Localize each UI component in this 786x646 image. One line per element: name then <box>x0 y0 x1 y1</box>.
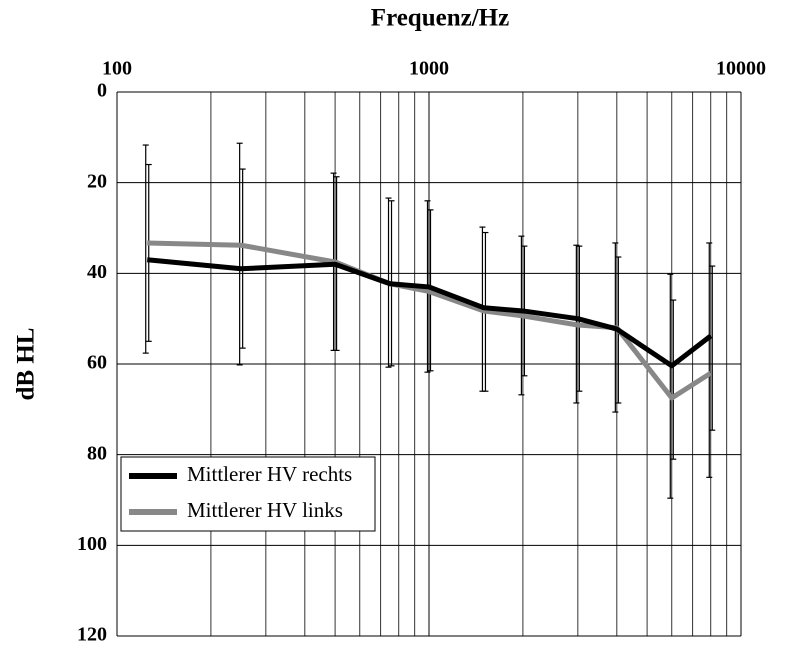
y-tick-label: 80 <box>87 442 107 464</box>
y-tick-label: 100 <box>77 533 107 555</box>
error-bar <box>239 168 246 349</box>
y-tick-label: 0 <box>97 80 107 102</box>
error-bar <box>236 142 243 366</box>
error-bar <box>706 242 713 478</box>
legend-label: Mittlerer HV links <box>187 498 343 522</box>
x-tick-label: 10000 <box>716 58 766 80</box>
x-tick-label: 100 <box>102 58 132 80</box>
error-bar <box>142 144 149 354</box>
error-bar <box>670 299 677 460</box>
chart-title: Frequenz/Hz <box>371 5 509 32</box>
x-tick-label: 1000 <box>409 58 449 80</box>
y-tick-label: 20 <box>87 170 107 192</box>
y-tick-label: 120 <box>77 624 107 646</box>
y-tick-label: 40 <box>87 261 107 283</box>
line <box>146 257 713 369</box>
legend-box <box>120 456 376 532</box>
error-bar <box>667 273 674 499</box>
error-bar <box>145 163 152 342</box>
legend-label: Mittlerer HV rechts <box>187 462 352 486</box>
y-axis-label: dB HL <box>13 328 40 401</box>
y-tick-label: 60 <box>87 352 107 374</box>
line <box>147 240 713 401</box>
error-bar <box>709 265 716 431</box>
